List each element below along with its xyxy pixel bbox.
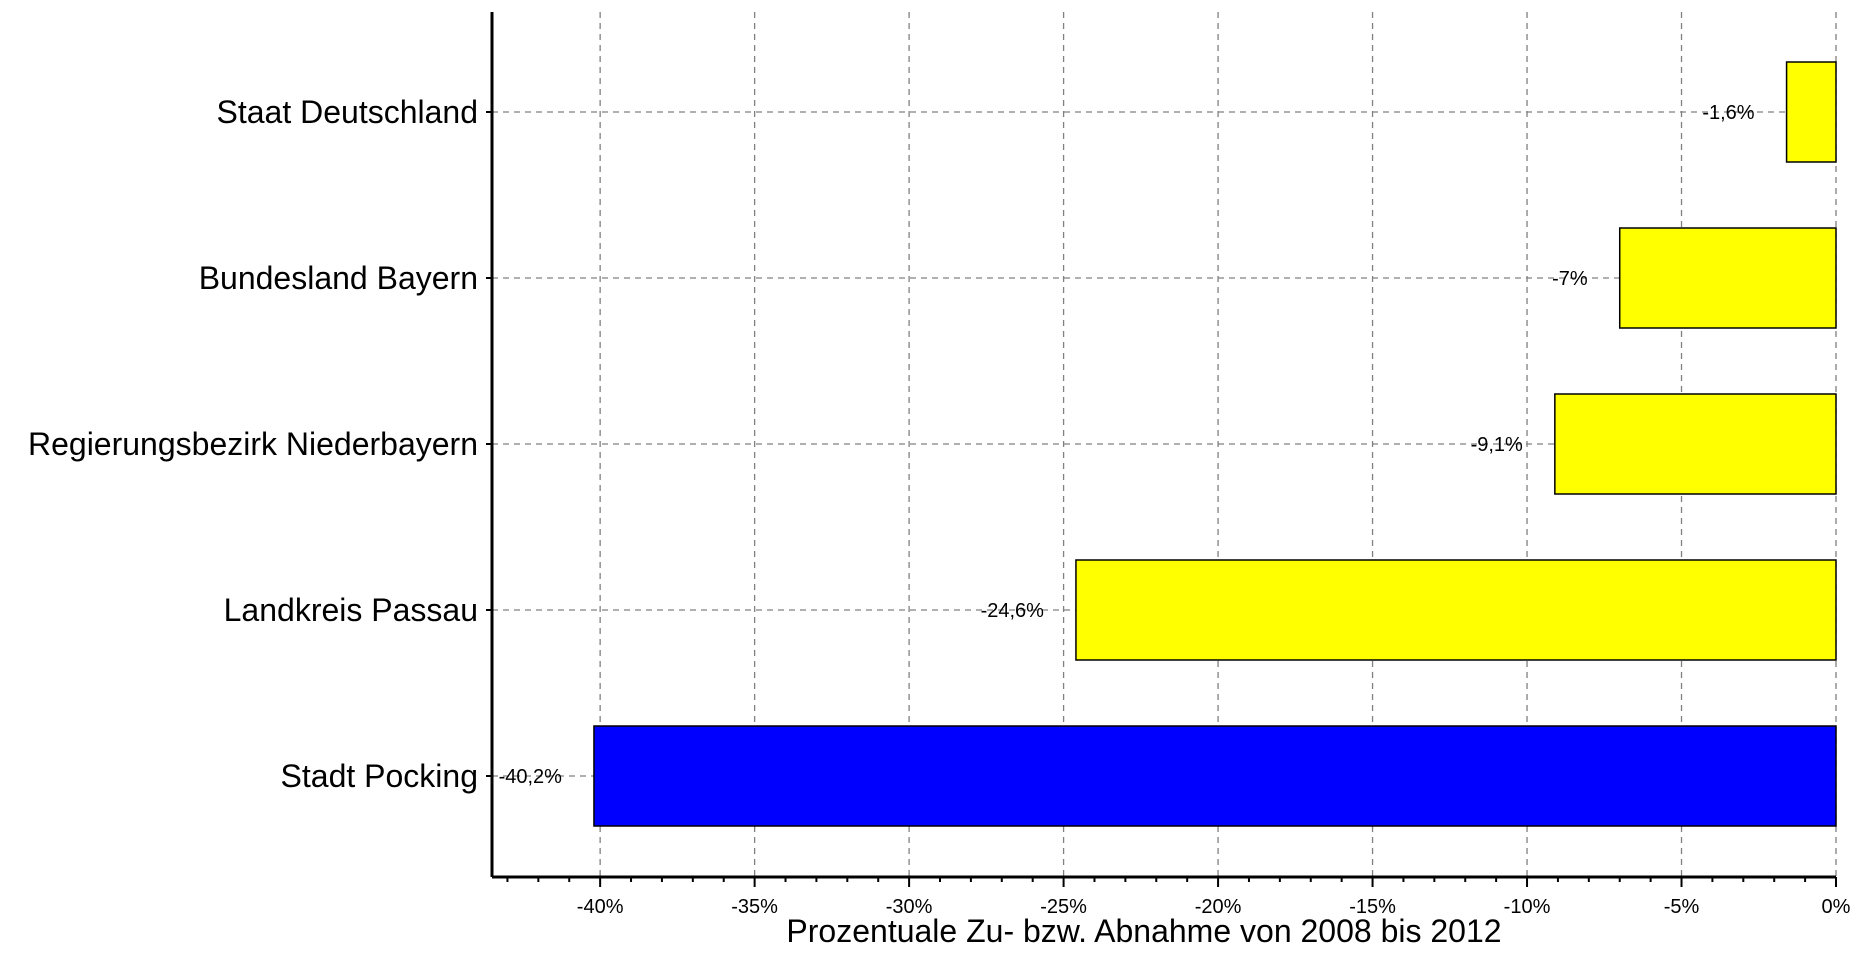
- axes: [486, 12, 1837, 887]
- x-tick-label: -15%: [1349, 896, 1396, 918]
- category-label: Stadt Pocking: [281, 758, 478, 794]
- x-tick-label: -10%: [1504, 896, 1551, 918]
- x-tick-label: -5%: [1664, 896, 1700, 918]
- bar: [1618, 227, 1837, 329]
- x-tick-label: -20%: [1195, 896, 1242, 918]
- category-label: Bundesland Bayern: [199, 260, 478, 296]
- x-tick-label: -25%: [1040, 896, 1087, 918]
- x-axis-title: Prozentuale Zu- bzw. Abnahme von 2008 bi…: [786, 913, 1501, 949]
- bar: [593, 725, 1837, 827]
- bars: [593, 61, 1837, 827]
- labels: -40% -35% -30% -25% -20% -15% -10% -5% 0% Staat D…: [28, 94, 1851, 918]
- x-tick-label: 0%: [1822, 896, 1851, 918]
- x-tick-label: -40%: [577, 896, 624, 918]
- category-label: Staat Deutschland: [217, 94, 479, 130]
- x-tick-label: -35%: [731, 896, 778, 918]
- category-label: Landkreis Passau: [224, 592, 478, 628]
- x-tick-label: -30%: [886, 896, 933, 918]
- bar: [1785, 61, 1837, 163]
- data-label: -40,2%: [499, 766, 563, 788]
- category-label: Regierungsbezirk Niederbayern: [28, 426, 478, 462]
- data-label: -1,6%: [1702, 102, 1754, 124]
- data-label: -9,1%: [1471, 434, 1523, 456]
- bar: [1075, 559, 1837, 661]
- data-label: -7%: [1552, 268, 1588, 290]
- bar: [1554, 393, 1837, 495]
- data-label: -24,6%: [981, 600, 1045, 622]
